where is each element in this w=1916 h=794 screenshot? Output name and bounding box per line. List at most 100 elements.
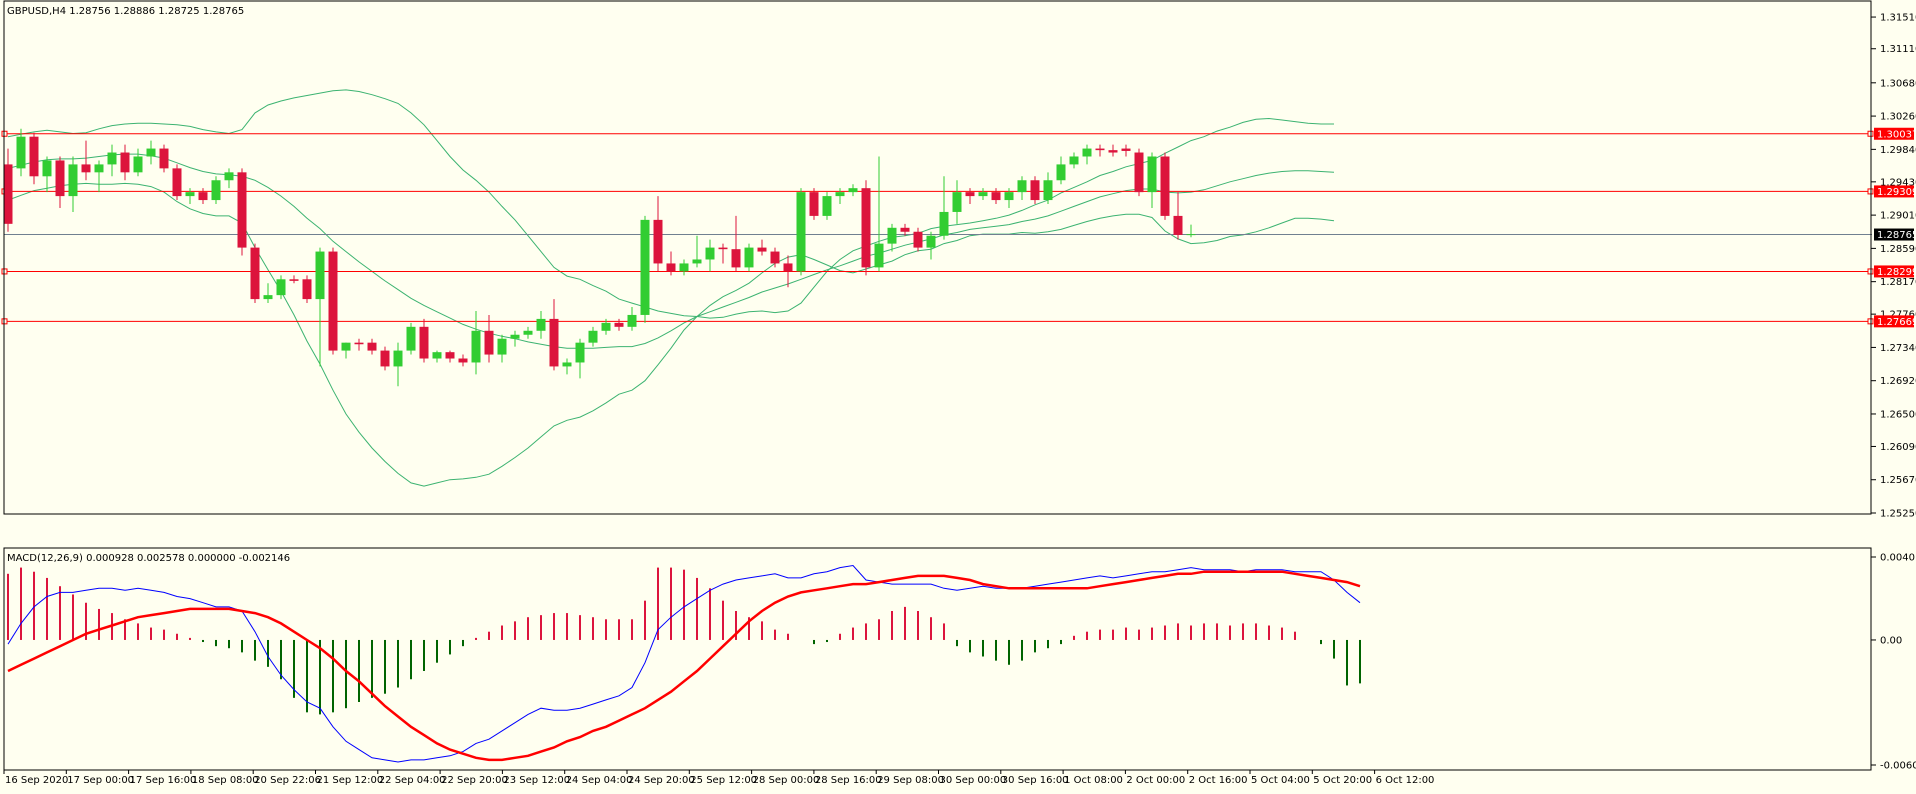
bear-candle (198, 192, 208, 201)
bull-candle (627, 314, 637, 327)
level-price-tag-text: 1.29309 (1877, 187, 1916, 198)
bull-candle (1056, 164, 1066, 181)
time-tick-label: 2 Oct 16:00 (1189, 775, 1248, 786)
price-tick-label: 1.31510 (1880, 13, 1916, 24)
bull-candle (393, 350, 403, 367)
bear-candle (757, 247, 767, 252)
price-tick-label: 1.29430 (1880, 177, 1916, 188)
bear-candle (1108, 150, 1118, 153)
bear-candle (419, 326, 429, 359)
bear-candle (549, 318, 559, 367)
level-price-tag (1874, 315, 1914, 328)
bear-candle (159, 148, 169, 169)
price-tick-label: 1.27340 (1880, 343, 1916, 354)
bull-candle (1147, 156, 1157, 193)
time-tick-label: 2 Oct 00:00 (1126, 775, 1185, 786)
bear-candle (289, 279, 299, 281)
bear-candle (809, 192, 819, 216)
bull-candle (705, 247, 715, 260)
bear-candle (783, 263, 793, 272)
bollinger-lower-line (7, 182, 1335, 487)
bull-candle (211, 180, 221, 201)
bull-candle (42, 160, 52, 177)
bull-candle (510, 334, 520, 339)
price-tick-label: 1.30680 (1880, 78, 1916, 89)
bull-candle (315, 251, 325, 300)
bull-candle (978, 192, 988, 197)
bull-candle (276, 279, 286, 296)
time-tick-label: 5 Oct 04:00 (1251, 775, 1310, 786)
bull-candle (1186, 234, 1196, 236)
bear-candle (965, 192, 975, 197)
bull-candle (94, 164, 104, 173)
bear-candle (172, 168, 182, 197)
bear-candle (29, 136, 39, 177)
bear-candle (237, 172, 247, 248)
price-tick-label: 1.30260 (1880, 112, 1916, 123)
bear-candle (328, 251, 338, 351)
bear-candle (380, 350, 390, 367)
level-price-tag (1874, 127, 1914, 140)
macd-tick-label: 0.004012 (1880, 553, 1916, 564)
bull-candle (887, 227, 897, 244)
bear-candle (81, 164, 91, 173)
bear-candle (731, 249, 741, 268)
bear-candle (302, 279, 312, 300)
bull-candle (263, 295, 273, 300)
price-tick-label: 1.26500 (1880, 409, 1916, 420)
macd-tick-label: -0.006047 (1880, 761, 1916, 772)
level-price-tag-text: 1.28299 (1877, 267, 1916, 278)
bull-candle (536, 318, 546, 331)
bear-candle (861, 188, 871, 268)
bull-candle (601, 322, 611, 331)
macd-pane-frame (3, 547, 1872, 771)
bull-candle (822, 196, 832, 216)
time-tick-label: 17 Sep 16:00 (130, 775, 197, 786)
price-tick-label: 1.28590 (1880, 244, 1916, 255)
bull-candle (1004, 192, 1014, 201)
bull-candle (796, 192, 806, 272)
price-tick-label: 1.29840 (1880, 145, 1916, 156)
bear-candle (1173, 215, 1183, 235)
bull-candle (68, 164, 78, 197)
price-tick-label: 1.27760 (1880, 310, 1916, 321)
bull-candle (939, 211, 949, 236)
bull-candle (146, 148, 156, 157)
bull-candle (406, 326, 416, 351)
time-tick-label: 5 Oct 20:00 (1313, 775, 1372, 786)
time-tick-label: 21 Sep 12:00 (317, 775, 384, 786)
time-tick-label: 22 Sep 20:00 (441, 775, 508, 786)
bear-candle (770, 251, 780, 264)
bear-candle (1134, 152, 1144, 193)
bear-candle (250, 247, 260, 300)
time-tick-label: 25 Sep 12:00 (690, 775, 757, 786)
bull-candle (588, 330, 598, 343)
time-tick-label: 22 Sep 04:00 (379, 775, 446, 786)
bear-candle (120, 152, 130, 173)
time-tick-label: 30 Sep 00:00 (940, 775, 1007, 786)
bull-candle (185, 192, 195, 197)
bear-candle (484, 330, 494, 355)
bull-candle (744, 247, 754, 268)
price-tick-label: 1.25670 (1880, 475, 1916, 486)
bull-candle (133, 156, 143, 173)
bull-candle (16, 136, 26, 169)
bear-candle (1030, 180, 1040, 201)
macd-tick-label: 0.00 (1880, 635, 1902, 646)
time-tick-label: 30 Sep 16:00 (1002, 775, 1069, 786)
bear-candle (913, 231, 923, 248)
time-tick-label: 6 Oct 12:00 (1376, 775, 1435, 786)
current-price-tag-text: 1.28765 (1877, 230, 1916, 241)
bear-candle (3, 164, 13, 224)
price-pane-frame (3, 0, 1872, 515)
bear-candle (1160, 156, 1170, 216)
time-tick-label: 28 Sep 00:00 (753, 775, 820, 786)
bear-candle (367, 342, 377, 351)
bull-candle (874, 243, 884, 268)
bull-candle (224, 172, 234, 181)
bull-candle (926, 235, 936, 248)
